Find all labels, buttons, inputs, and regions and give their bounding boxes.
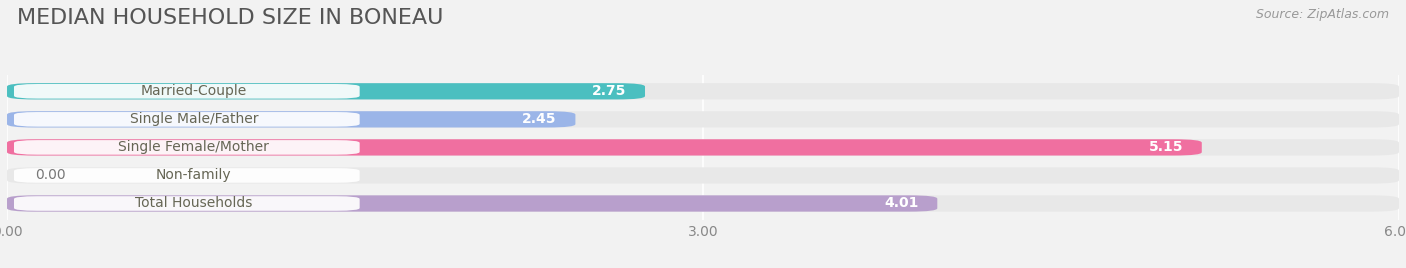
FancyBboxPatch shape bbox=[7, 111, 575, 128]
FancyBboxPatch shape bbox=[7, 195, 938, 212]
Text: Single Male/Father: Single Male/Father bbox=[129, 112, 259, 126]
Text: Total Households: Total Households bbox=[135, 196, 253, 210]
Text: 2.75: 2.75 bbox=[592, 84, 627, 98]
Text: Non-family: Non-family bbox=[156, 169, 232, 183]
Text: 4.01: 4.01 bbox=[884, 196, 918, 210]
Text: Single Female/Mother: Single Female/Mother bbox=[118, 140, 269, 154]
Text: Married-Couple: Married-Couple bbox=[141, 84, 247, 98]
FancyBboxPatch shape bbox=[7, 83, 1399, 99]
Text: 2.45: 2.45 bbox=[523, 112, 557, 126]
FancyBboxPatch shape bbox=[14, 196, 360, 211]
FancyBboxPatch shape bbox=[7, 111, 1399, 128]
FancyBboxPatch shape bbox=[14, 168, 360, 183]
FancyBboxPatch shape bbox=[7, 167, 1399, 184]
FancyBboxPatch shape bbox=[7, 83, 645, 99]
Text: 0.00: 0.00 bbox=[35, 169, 66, 183]
FancyBboxPatch shape bbox=[14, 140, 360, 155]
Text: MEDIAN HOUSEHOLD SIZE IN BONEAU: MEDIAN HOUSEHOLD SIZE IN BONEAU bbox=[17, 8, 443, 28]
Text: 5.15: 5.15 bbox=[1149, 140, 1184, 154]
FancyBboxPatch shape bbox=[14, 112, 360, 127]
Text: Source: ZipAtlas.com: Source: ZipAtlas.com bbox=[1256, 8, 1389, 21]
FancyBboxPatch shape bbox=[7, 195, 1399, 212]
FancyBboxPatch shape bbox=[7, 139, 1202, 155]
FancyBboxPatch shape bbox=[7, 139, 1399, 155]
FancyBboxPatch shape bbox=[14, 84, 360, 99]
